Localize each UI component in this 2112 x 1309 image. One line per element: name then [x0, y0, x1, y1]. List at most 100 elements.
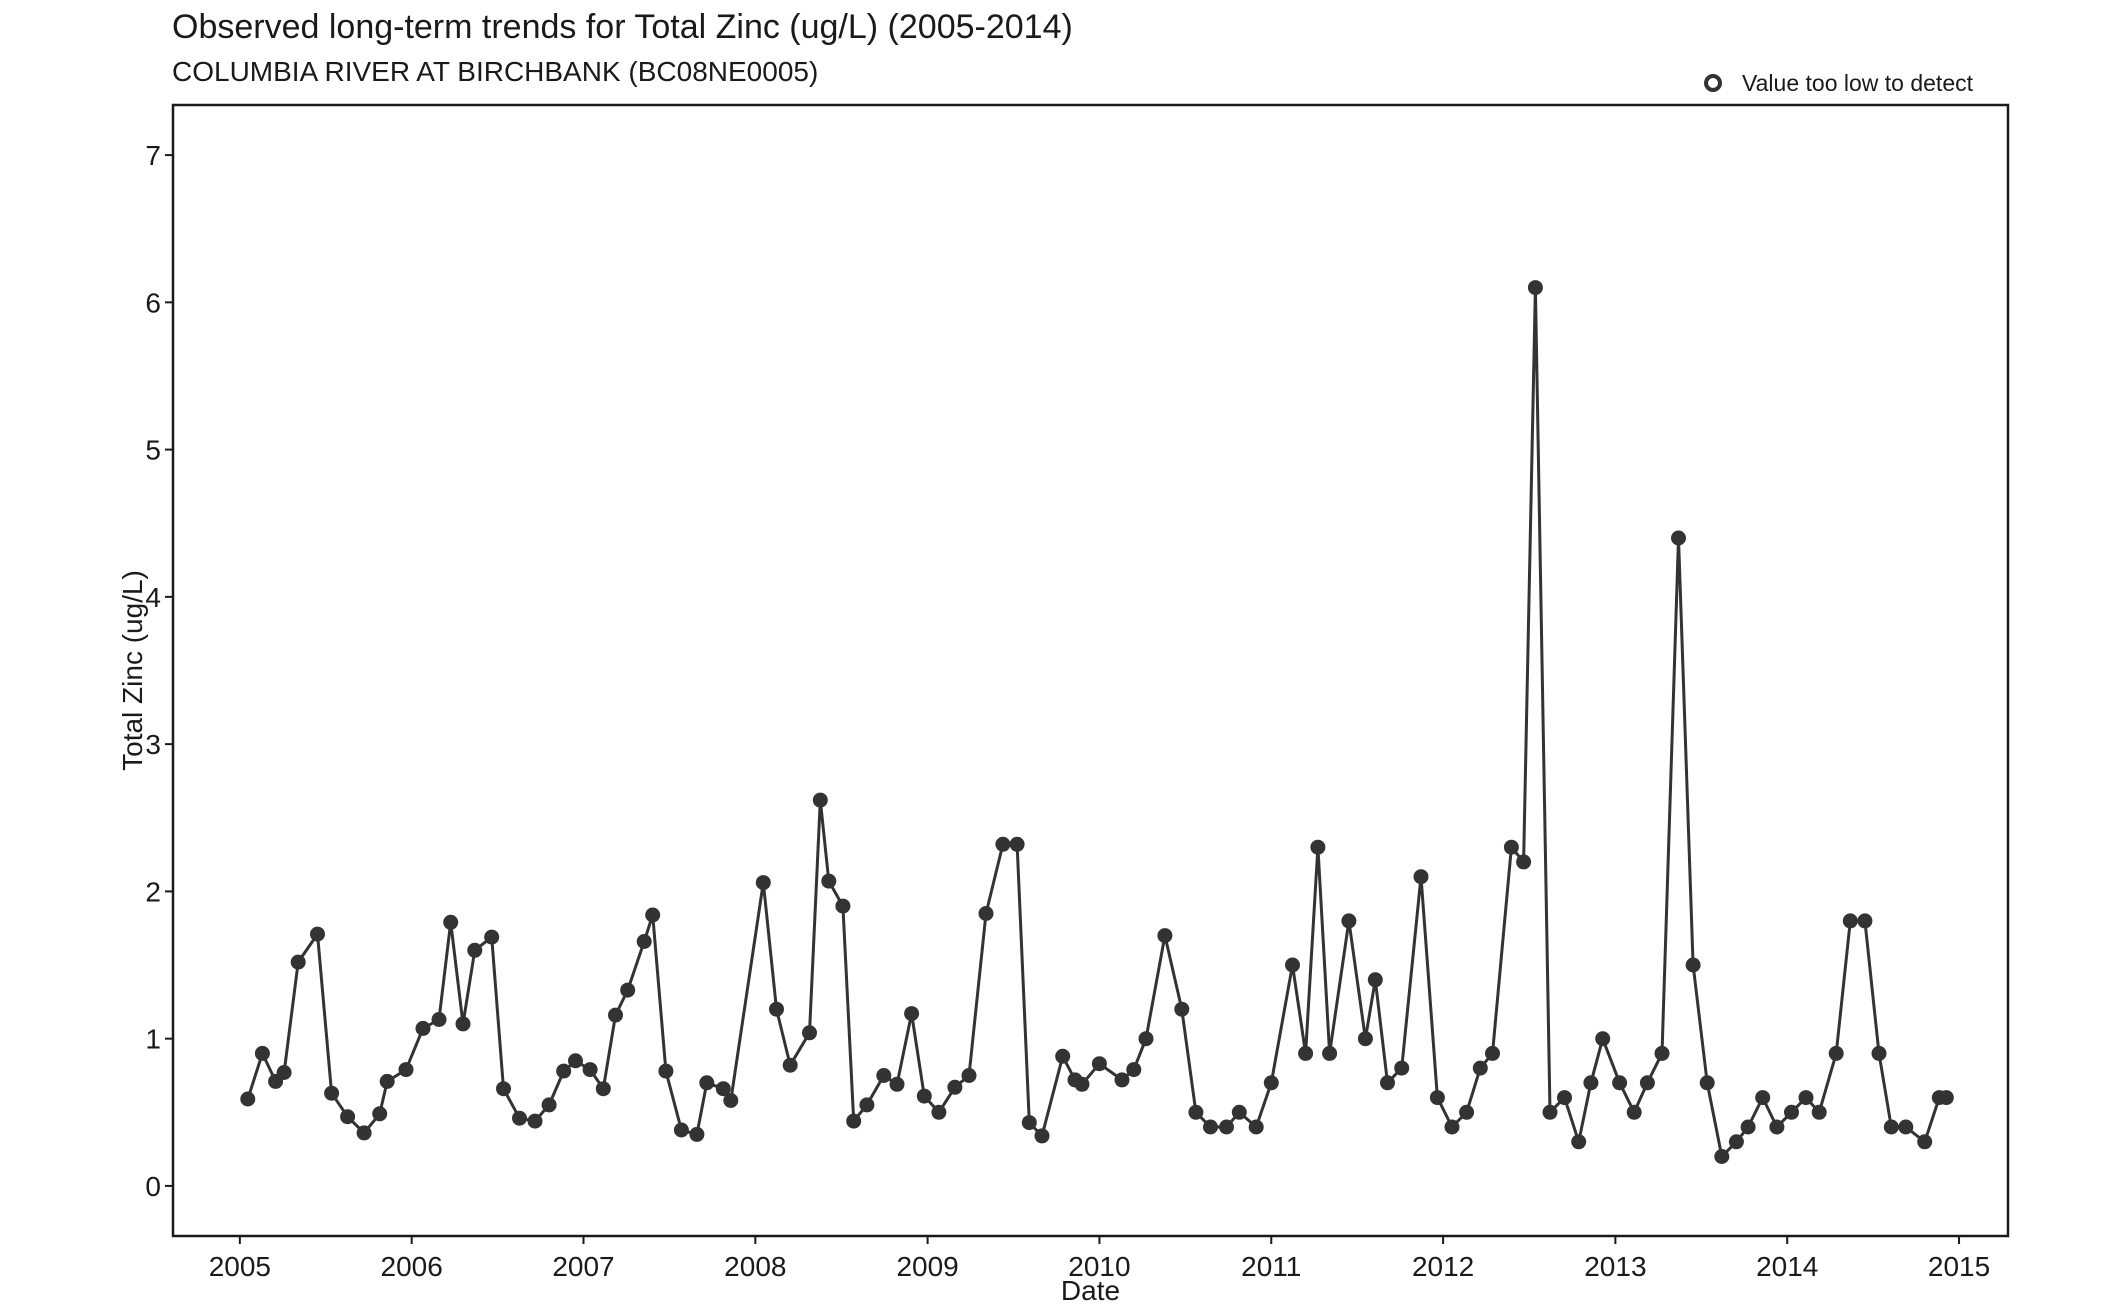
data-point	[645, 907, 661, 923]
data-point	[1728, 1134, 1744, 1150]
data-point	[340, 1109, 356, 1125]
data-point	[1357, 1031, 1373, 1047]
data-point	[821, 873, 837, 889]
x-tick-label: 2015	[1928, 1251, 1990, 1282]
data-point	[372, 1106, 388, 1122]
data-point	[1285, 957, 1300, 973]
data-point	[1769, 1119, 1785, 1135]
data-point	[835, 898, 851, 914]
data-point	[1157, 928, 1173, 944]
data-point	[1671, 530, 1686, 546]
data-point	[1740, 1119, 1756, 1135]
data-point	[715, 1081, 731, 1097]
data-point	[769, 1001, 784, 1017]
data-point	[876, 1068, 892, 1083]
data-point	[931, 1104, 947, 1120]
data-point	[1898, 1119, 1914, 1135]
data-point	[1626, 1104, 1642, 1120]
data-point	[1138, 1031, 1154, 1047]
data-point	[620, 982, 636, 998]
data-point	[1341, 913, 1357, 929]
data-point	[310, 926, 325, 942]
data-point	[916, 1088, 932, 1104]
data-point	[1516, 854, 1532, 870]
data-point	[1310, 839, 1326, 855]
data-point	[1503, 839, 1519, 855]
data-point	[846, 1113, 862, 1129]
data-point	[1091, 1056, 1107, 1072]
data-point	[802, 1025, 817, 1041]
data-point	[1938, 1090, 1954, 1106]
y-tick-label: 0	[145, 1171, 161, 1202]
data-point	[1074, 1076, 1090, 1092]
data-point	[1114, 1072, 1130, 1088]
data-point	[1883, 1119, 1899, 1135]
data-point	[1188, 1104, 1204, 1120]
data-point	[947, 1079, 963, 1095]
data-point	[1429, 1090, 1445, 1106]
data-point	[1714, 1149, 1730, 1164]
data-point	[1231, 1104, 1247, 1120]
data-point	[1583, 1075, 1599, 1091]
data-point	[755, 875, 771, 891]
y-tick-label: 7	[145, 140, 161, 171]
data-point	[1612, 1075, 1628, 1091]
series-line	[246, 286, 1947, 1158]
data-point	[1699, 1075, 1715, 1091]
data-point	[1485, 1045, 1500, 1061]
data-point	[1394, 1060, 1410, 1076]
y-tick-label: 4	[145, 582, 161, 613]
data-point	[1542, 1104, 1558, 1120]
data-point	[1413, 869, 1429, 885]
x-tick-label: 2005	[209, 1251, 271, 1282]
y-tick-label: 3	[145, 729, 161, 760]
data-point	[290, 954, 306, 970]
y-tick-label: 1	[145, 1024, 161, 1055]
data-point	[859, 1097, 875, 1113]
data-point	[608, 1007, 623, 1023]
y-axis: 0 1 2 3 4 5 6 7	[145, 140, 173, 1202]
x-tick-label: 2012	[1412, 1251, 1474, 1282]
data-point	[1639, 1075, 1655, 1091]
y-axis-title: Total Zinc (ug/L)	[117, 570, 148, 771]
data-point	[995, 836, 1011, 852]
x-tick-label: 2011	[1241, 1251, 1301, 1282]
data-point	[1917, 1134, 1933, 1150]
x-tick-label: 2006	[381, 1251, 443, 1282]
data-point	[541, 1097, 557, 1113]
data-point	[512, 1110, 527, 1126]
data-point	[889, 1076, 905, 1092]
data-point	[1459, 1104, 1475, 1120]
data-point	[1755, 1090, 1771, 1106]
data-point	[484, 929, 500, 945]
data-point	[1021, 1115, 1037, 1131]
legend-label: Value too low to detect	[1742, 69, 1973, 96]
data-point	[1055, 1048, 1071, 1064]
data-point	[595, 1081, 611, 1097]
data-point	[1654, 1045, 1670, 1061]
data-point	[1557, 1090, 1572, 1106]
data-point	[254, 1045, 270, 1061]
data-point	[1871, 1045, 1887, 1061]
data-point	[443, 914, 459, 930]
x-tick-label: 2009	[896, 1251, 958, 1282]
x-tick-label: 2013	[1584, 1251, 1646, 1282]
data-point	[1444, 1119, 1460, 1135]
data-point	[978, 906, 994, 921]
y-tick-label: 5	[145, 435, 161, 466]
x-tick-label: 2010	[1068, 1251, 1130, 1282]
data-point	[1811, 1104, 1827, 1120]
data-point	[1527, 280, 1543, 296]
data-point	[636, 934, 652, 949]
data-point	[324, 1085, 340, 1101]
data-point	[379, 1073, 395, 1089]
data-point	[1784, 1104, 1799, 1120]
data-point	[1126, 1062, 1142, 1078]
data-point	[689, 1126, 705, 1142]
data-point	[1798, 1090, 1814, 1106]
data-point	[1009, 836, 1025, 852]
data-point	[1248, 1119, 1264, 1135]
data-point	[1857, 913, 1873, 929]
data-point	[276, 1065, 292, 1080]
